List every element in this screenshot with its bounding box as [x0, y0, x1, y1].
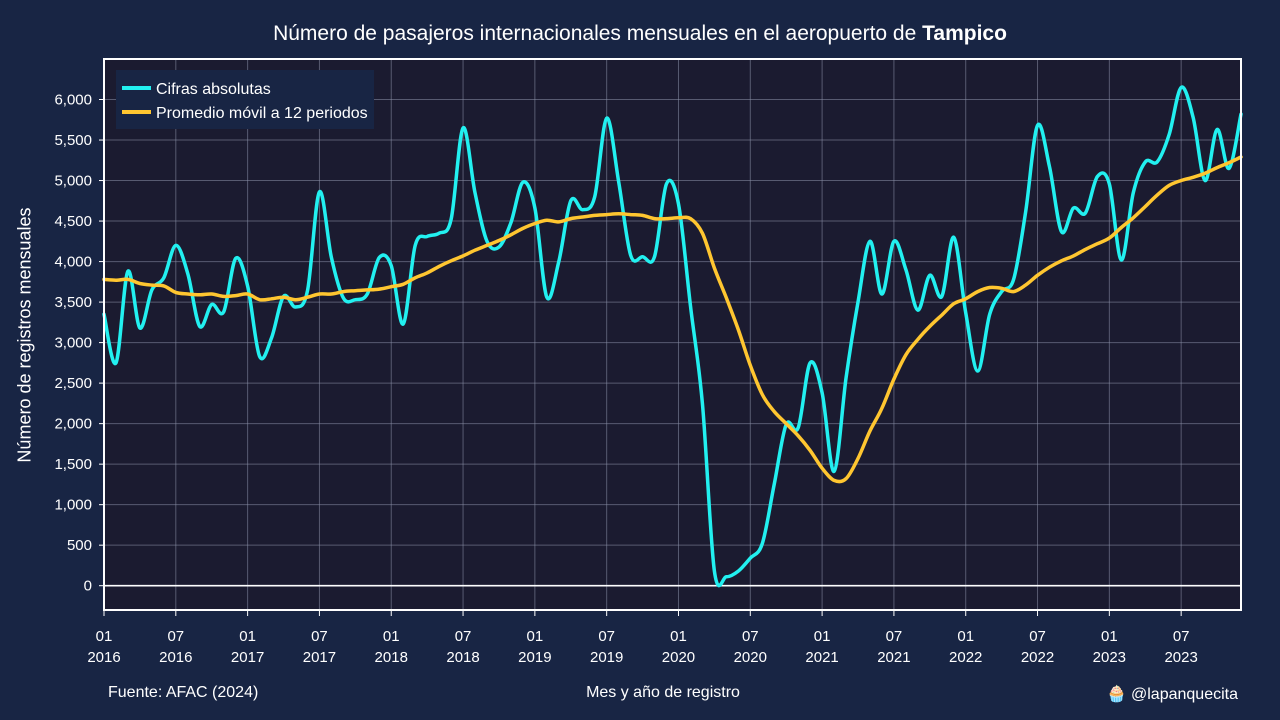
y-tick-label: 3,500 [54, 294, 92, 311]
chart-title: Número de pasajeros internacionales mens… [0, 22, 1280, 46]
y-tick-label: 5,500 [54, 132, 92, 149]
x-tick-month: 07 [455, 628, 472, 645]
x-tick-year: 2017 [231, 649, 264, 666]
credit: 🧁 @lapanquecita [1106, 686, 1238, 703]
series-line-absolute [102, 85, 1243, 588]
x-axis: 01 2016 07 2016 01 2017 07 2017 01 2018 07 2018 01 20… [87, 610, 1198, 666]
x-tick-year: 2020 [662, 649, 695, 666]
x-tick-year: 2022 [949, 649, 982, 666]
legend-box [116, 70, 374, 129]
y-tick-label: 4,000 [54, 254, 92, 271]
y-axis: 0 500 1,000 1,500 2,000 2,500 3,000 3,500 4,000 4… [54, 92, 104, 595]
chart-title-highlight: Tampico [922, 22, 1007, 45]
y-tick-label: 4,500 [54, 213, 92, 230]
y-tick-label: 0 [84, 578, 92, 595]
x-tick-month: 01 [96, 628, 113, 645]
y-tick-label: 1,000 [54, 497, 92, 514]
y-tick-label: 6,000 [54, 92, 92, 109]
y-tick-label: 1,500 [54, 456, 92, 473]
x-tick-month: 07 [742, 628, 759, 645]
x-tick-month: 07 [311, 628, 328, 645]
x-tick-year: 2017 [303, 649, 336, 666]
x-axis-label: Mes y año de registro [586, 684, 740, 701]
y-tick-label: 5,000 [54, 173, 92, 190]
x-tick-year: 2021 [877, 649, 910, 666]
x-tick-year: 2021 [805, 649, 838, 666]
y-tick-label: 2,000 [54, 416, 92, 433]
plot-border [103, 58, 1242, 611]
y-tick-label: 3,000 [54, 335, 92, 352]
y-axis-label: Número de registros mensuales [14, 207, 35, 463]
chart-title-prefix: Número de pasajeros internacionales mens… [273, 22, 917, 45]
grid-lines [103, 59, 1241, 610]
x-tick-year: 2023 [1164, 649, 1197, 666]
x-tick-year: 2020 [734, 649, 767, 666]
plot-background [104, 59, 1241, 610]
x-tick-month: 01 [527, 628, 544, 645]
x-tick-month: 07 [1173, 628, 1190, 645]
x-tick-year: 2022 [1021, 649, 1054, 666]
x-tick-month: 01 [814, 628, 831, 645]
x-tick-month: 01 [670, 628, 687, 645]
x-tick-month: 01 [239, 628, 256, 645]
x-tick-year: 2018 [375, 649, 408, 666]
source-note: Fuente: AFAC (2024) [108, 684, 259, 701]
x-tick-month: 07 [886, 628, 903, 645]
series-layer [102, 85, 1243, 588]
x-tick-year: 2019 [518, 649, 551, 666]
legend-label-moving-avg: Promedio móvil a 12 periodos [156, 105, 368, 122]
x-tick-year: 2016 [159, 649, 192, 666]
x-tick-month: 01 [1101, 628, 1118, 645]
x-tick-month: 01 [957, 628, 974, 645]
legend-label-absolute: Cifras absolutas [156, 81, 271, 98]
x-tick-month: 01 [383, 628, 400, 645]
series-line-moving-avg [102, 155, 1243, 484]
legend: Cifras absolutas Promedio móvil a 12 per… [116, 70, 374, 129]
x-tick-year: 2019 [590, 649, 623, 666]
y-tick-label: 500 [67, 537, 92, 554]
x-tick-year: 2023 [1093, 649, 1126, 666]
y-tick-label: 2,500 [54, 375, 92, 392]
x-tick-month: 07 [167, 628, 184, 645]
x-tick-month: 07 [1029, 628, 1046, 645]
x-tick-year: 2016 [87, 649, 120, 666]
x-tick-month: 07 [598, 628, 615, 645]
x-tick-year: 2018 [446, 649, 479, 666]
